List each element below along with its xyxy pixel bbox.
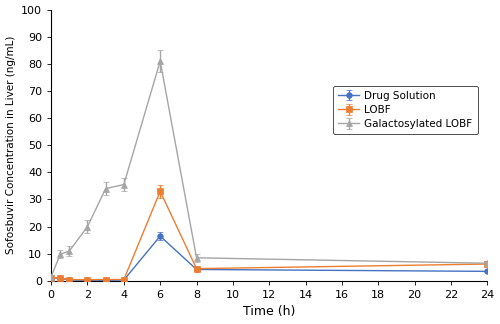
Y-axis label: Sofosbuvir Concentration in Liver (ng/mL): Sofosbuvir Concentration in Liver (ng/mL… [6,36,16,254]
X-axis label: Time (h): Time (h) [243,306,296,318]
Legend: Drug Solution, LOBF, Galactosylated LOBF: Drug Solution, LOBF, Galactosylated LOBF [333,86,478,134]
